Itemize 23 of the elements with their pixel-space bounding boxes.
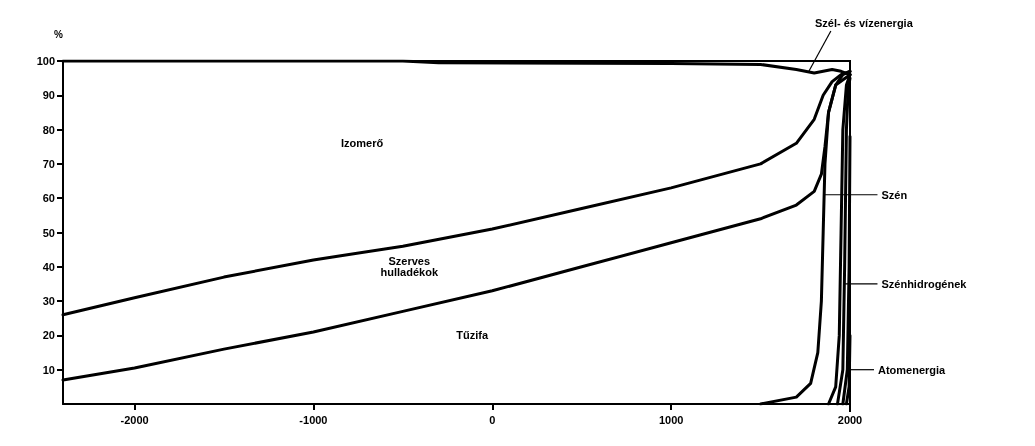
x-tick-label: 1000 [658, 413, 684, 426]
annotation: Szél- és vízenergia [814, 17, 914, 29]
y-tick-label: 80 [42, 123, 55, 136]
y-tick-label: 30 [42, 295, 55, 308]
annotation: Szerves hulladékok [380, 255, 439, 279]
y-tick-label: 100 [36, 55, 55, 67]
annotation: Tűzifa [456, 329, 490, 342]
y-tick-label: 50 [42, 226, 55, 239]
x-tick-label: -1000 [299, 413, 328, 426]
y-tick-label: 20 [42, 329, 55, 342]
x-tick-label: 0 [489, 413, 496, 426]
y-tick-label: 10 [42, 363, 55, 376]
y-tick-label: 60 [42, 192, 55, 205]
text: Szénhidrogének [881, 277, 968, 290]
y-axis-title: % [54, 28, 64, 40]
text: Szén [881, 188, 908, 201]
y-tick-label: 70 [42, 157, 55, 170]
annotation: Izomerő [340, 137, 384, 150]
y-tick-label: 40 [42, 260, 55, 273]
x-tick-label: -2000 [120, 413, 149, 426]
y-tick-label: 90 [42, 89, 55, 102]
x-tick-label: 2000 [837, 413, 863, 426]
annotation: Atomenergia [878, 363, 947, 376]
